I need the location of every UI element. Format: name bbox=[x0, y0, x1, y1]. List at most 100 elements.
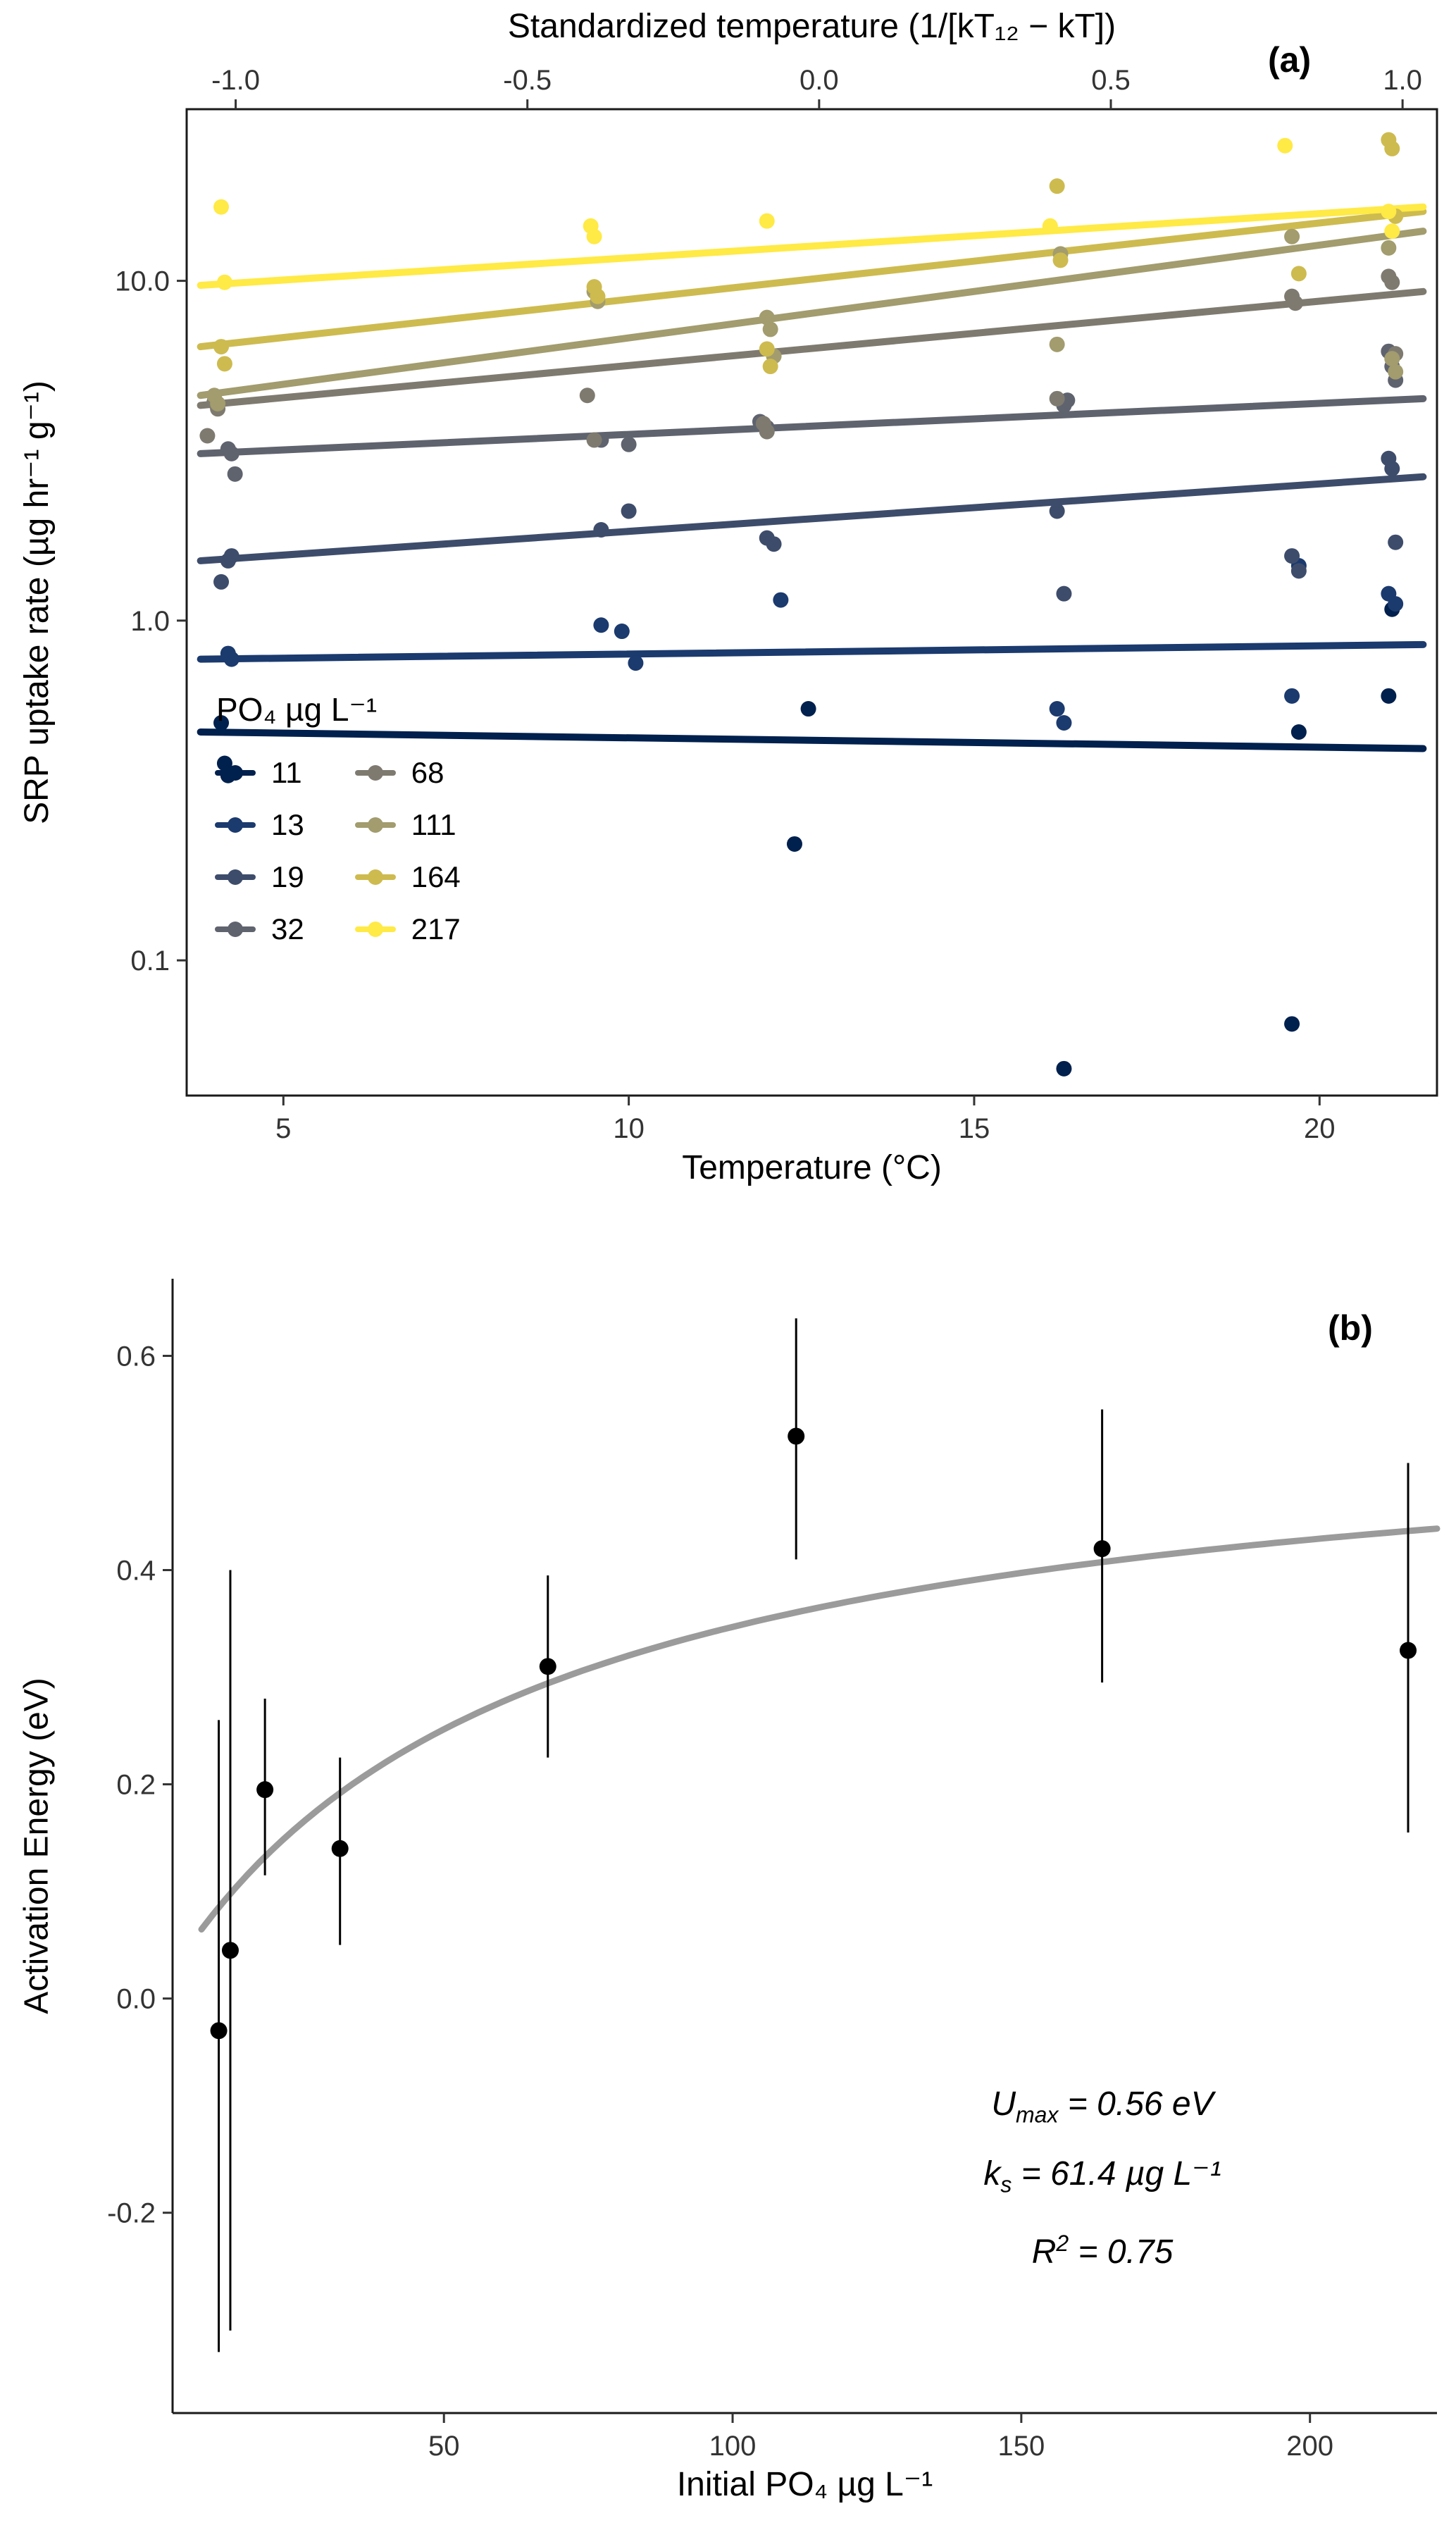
annotation-umax-var: U bbox=[991, 2085, 1016, 2123]
annotation-umax: Umax = 0.56 eV bbox=[768, 2075, 1437, 2145]
data-point-13 bbox=[1284, 688, 1300, 704]
y-tick-label: 0.6 bbox=[116, 1341, 156, 1372]
data-point bbox=[1400, 1642, 1417, 1659]
legend-label: 68 bbox=[411, 756, 444, 789]
legend-key-icon bbox=[215, 868, 256, 886]
fit-line-68 bbox=[197, 287, 1427, 409]
annotation-r2: R2 = 0.75 bbox=[768, 2214, 1437, 2282]
panel-a-border bbox=[185, 108, 1438, 1097]
data-point-19 bbox=[621, 503, 637, 519]
legend-item-13: 13 bbox=[215, 808, 304, 842]
legend-key-icon bbox=[215, 764, 256, 782]
legend-dot-icon bbox=[228, 869, 243, 885]
panel-b-plot: 50 100 150 200 -0.2 0.0 0.2 0.4 0.6 bbox=[107, 1279, 1441, 2462]
data-point-19 bbox=[1388, 534, 1404, 550]
data-point-164 bbox=[1290, 266, 1307, 282]
data-point bbox=[1093, 1540, 1111, 1558]
data-point-164 bbox=[759, 341, 775, 357]
data-point-68 bbox=[199, 428, 216, 444]
legend-label: 164 bbox=[411, 860, 461, 893]
legend-entries: 11 13 19 32 68 111 164 217 bbox=[215, 747, 461, 955]
x-tick-label: 50 bbox=[428, 2431, 460, 2462]
data-point-111 bbox=[1381, 240, 1397, 256]
fit-line-164 bbox=[197, 208, 1427, 351]
data-point-11 bbox=[1056, 1060, 1072, 1077]
legend-key-icon bbox=[354, 868, 396, 886]
data-point-19 bbox=[766, 536, 782, 552]
data-point bbox=[331, 1840, 349, 1857]
data-point-32 bbox=[223, 445, 239, 461]
data-point bbox=[539, 1658, 556, 1675]
data-point-217 bbox=[759, 213, 775, 229]
data-point-13 bbox=[1049, 701, 1065, 717]
top-tick-label: 1.0 bbox=[1383, 65, 1422, 96]
y-tick-label: -0.2 bbox=[107, 2198, 156, 2229]
data-point-217 bbox=[1381, 204, 1397, 220]
fit-line-19 bbox=[197, 473, 1427, 564]
top-tick-label: 0.0 bbox=[799, 65, 839, 96]
panel-a-x-axis-title: Temperature (°C) bbox=[682, 1149, 942, 1186]
data-point-11 bbox=[1290, 724, 1307, 740]
annotation-ks-var: k bbox=[983, 2154, 1001, 2193]
fit-line-13 bbox=[197, 640, 1427, 663]
data-point-13 bbox=[628, 655, 644, 671]
top-tick-label: -1.0 bbox=[211, 65, 260, 96]
legend-item-19: 19 bbox=[215, 860, 304, 894]
data-point-68 bbox=[1384, 274, 1400, 290]
legend: PO₄ µg L⁻¹ 11 13 19 32 68 111 164 217 bbox=[215, 690, 461, 955]
x-tick-label: 150 bbox=[997, 2431, 1045, 2462]
legend-label: 11 bbox=[271, 756, 302, 789]
data-point-13 bbox=[614, 624, 630, 640]
data-point-217 bbox=[1042, 218, 1058, 234]
annotation-ks-sub: s bbox=[1000, 2171, 1012, 2197]
x-tick-label: 5 bbox=[275, 1113, 291, 1144]
data-point-11 bbox=[800, 701, 816, 717]
legend-dot-icon bbox=[228, 817, 243, 833]
legend-label: 13 bbox=[271, 808, 304, 841]
data-point-19 bbox=[593, 522, 609, 538]
data-point-11 bbox=[216, 755, 232, 771]
panel-a-top-axis-title: Standardized temperature (1/[kT₁₂ − kT]) bbox=[507, 8, 1116, 45]
data-point-19 bbox=[1284, 548, 1300, 564]
legend-key-icon bbox=[215, 816, 256, 834]
top-tick-label: 0.5 bbox=[1091, 65, 1131, 96]
data-point-111 bbox=[1049, 336, 1065, 352]
data-point-217 bbox=[213, 199, 230, 215]
data-point-19 bbox=[1290, 563, 1307, 579]
data-point bbox=[221, 1942, 239, 1959]
legend-label: 217 bbox=[411, 912, 461, 945]
data-point-11 bbox=[213, 715, 230, 731]
data-point-164 bbox=[590, 288, 606, 304]
data-point-19 bbox=[223, 548, 239, 564]
data-point-164 bbox=[213, 339, 230, 355]
legend-label: 19 bbox=[271, 860, 304, 893]
legend-dot-icon bbox=[228, 765, 243, 781]
fit-line-32 bbox=[197, 395, 1427, 457]
data-point-13 bbox=[223, 651, 239, 667]
data-point-68 bbox=[1287, 295, 1303, 311]
data-point bbox=[210, 2022, 228, 2040]
y-tick-label: 0.1 bbox=[130, 945, 170, 976]
legend-label: 32 bbox=[271, 912, 304, 945]
data-point-68 bbox=[586, 432, 602, 448]
data-point-19 bbox=[213, 573, 230, 590]
legend-label: 111 bbox=[411, 808, 456, 841]
data-point bbox=[256, 1781, 274, 1799]
data-point-19 bbox=[1049, 503, 1065, 519]
legend-item-11: 11 bbox=[215, 756, 304, 790]
x-tick-label: 100 bbox=[709, 2431, 757, 2462]
panel-b-y-axis-title: Activation Energy (eV) bbox=[18, 1678, 56, 2014]
data-point-13 bbox=[1056, 715, 1072, 731]
data-point bbox=[788, 1427, 805, 1445]
data-point-164 bbox=[216, 356, 232, 372]
data-point-19 bbox=[1056, 585, 1072, 602]
legend-key-icon bbox=[215, 920, 256, 938]
y-tick-label: 0.0 bbox=[116, 1984, 156, 2015]
x-tick-label: 200 bbox=[1286, 2431, 1333, 2462]
data-point-11 bbox=[1381, 688, 1397, 704]
legend-key-icon bbox=[354, 764, 396, 782]
legend-dot-icon bbox=[367, 869, 383, 885]
top-tick-label: -0.5 bbox=[503, 65, 552, 96]
data-point-11 bbox=[786, 836, 802, 852]
